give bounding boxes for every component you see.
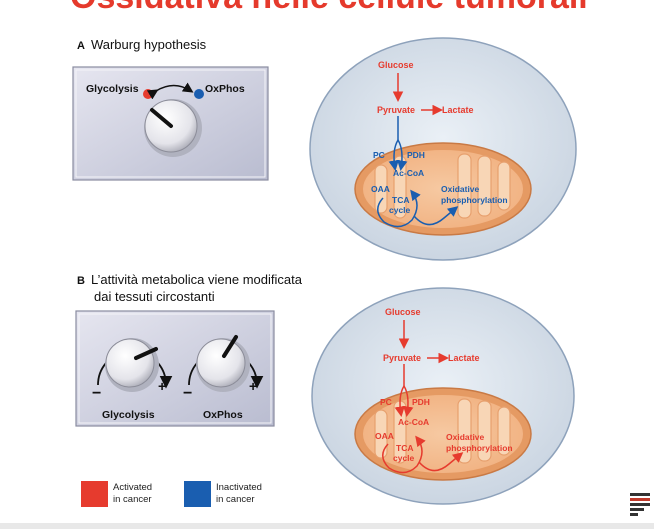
slide-bottom-bar	[0, 523, 654, 529]
oxphos-label-a-2: phosphorylation	[441, 195, 508, 205]
legend-inactivated-text: Inactivated in cancer	[216, 482, 262, 506]
double-arrow-icon	[146, 82, 194, 100]
legend-activated-swatch	[81, 481, 108, 507]
oxphos-plus-sign: +	[249, 378, 257, 394]
lactate-label-b: Lactate	[448, 353, 480, 363]
tca-label-a-1: TCA	[392, 195, 409, 205]
panel-a-title: Warburg hypothesis	[90, 37, 207, 52]
oxphos-label-b-2: phosphorylation	[446, 443, 513, 453]
tca-label-b-1: TCA	[396, 443, 413, 453]
panel-a-letter: A	[77, 40, 85, 52]
tca-label-b-2: cycle	[393, 453, 415, 463]
tca-cycle-arrow-a	[377, 189, 421, 228]
legend-inactivated-line1: Inactivated	[216, 482, 262, 493]
panel-b-title-line1: L’attività metabolica viene modificata	[90, 272, 302, 287]
accoa-label-a: Ac-CoA	[393, 168, 424, 178]
oaa-label-b: OAA	[375, 431, 394, 441]
panel-b-letter: B	[77, 275, 85, 287]
glycolysis-plus-sign: +	[158, 378, 166, 394]
glycolysis-knob[interactable]	[105, 338, 155, 388]
pdh-label-a: PDH	[407, 150, 425, 160]
glycolysis-minus-sign: −	[92, 385, 101, 402]
dial-pointer	[150, 108, 173, 128]
oxphos-label-b-1: Oxidative	[446, 432, 485, 442]
slide-title: Ossidativa nelle cellule tumorali	[70, 0, 588, 17]
legend-activated-text: Activated in cancer	[113, 482, 152, 506]
cell-b: Glucose Pyruvate Lactate PC PDH Ac-CoA O…	[311, 287, 575, 505]
dial-oxphos-label: OxPhos	[205, 83, 245, 95]
pc-label-a: PC	[373, 150, 385, 160]
oxphos-knob-pointer	[222, 335, 238, 358]
legend-activated-line1: Activated	[113, 482, 153, 493]
cell-a: Glucose Pyruvate Lactate PC PDH Ac-CoA O…	[309, 37, 577, 261]
legend-inactivated-line2: in cancer	[216, 494, 255, 505]
legend-inactivated-swatch	[184, 481, 211, 507]
oxphos-knob-label: OxPhos	[203, 409, 243, 421]
panel-a-heading: A Warburg hypothesis	[77, 37, 206, 52]
oxphos-knob[interactable]	[196, 338, 246, 388]
pc-label-b: PC	[380, 397, 392, 407]
activated-dot-icon	[143, 89, 153, 99]
panel-b-knob-box: − + Glycolysis − + OxPhos	[75, 310, 275, 427]
glycolysis-knob-pointer	[134, 347, 158, 360]
oaa-label-a: OAA	[371, 184, 390, 194]
accoa-label-b: Ac-CoA	[398, 417, 429, 427]
tca-label-a-2: cycle	[389, 205, 411, 215]
pyruvate-label-a: Pyruvate	[377, 105, 415, 115]
glucose-label-b: Glucose	[385, 307, 421, 317]
lactate-label-a: Lactate	[442, 105, 474, 115]
oxphos-minus-sign: −	[183, 385, 192, 402]
panel-b-heading: B L’attività metabolica viene modificata …	[77, 272, 302, 305]
panel-b-title-line2: dai tessuti circostanti	[94, 289, 215, 304]
dial-glycolysis-label: Glycolysis	[86, 83, 139, 95]
publisher-logo-icon	[630, 493, 650, 516]
legend-activated-line2: in cancer	[113, 494, 152, 505]
pyruvate-label-b: Pyruvate	[383, 353, 421, 363]
inactivated-dot-icon	[194, 89, 204, 99]
glycolysis-knob-label: Glycolysis	[102, 409, 155, 421]
oxphos-label-a-1: Oxidative	[441, 184, 480, 194]
pdh-label-b: PDH	[412, 397, 430, 407]
tca-cycle-arrow-b	[382, 435, 426, 474]
panel-a-dial-box: Glycolysis OxPhos	[72, 66, 269, 181]
glucose-label-a: Glucose	[378, 60, 414, 70]
